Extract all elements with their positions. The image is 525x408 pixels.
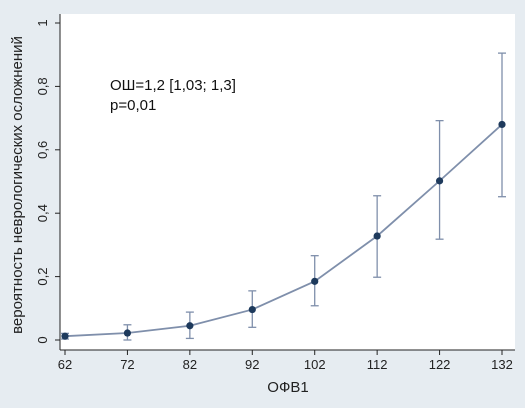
x-tick-label: 122 [429,357,451,372]
y-tick-label: 0 [35,336,50,343]
data-point [248,305,256,314]
x-tick-label: 112 [367,357,388,372]
y-tick-label: 0,8 [35,77,50,95]
annotation-or: ОШ=1,2 [1,03; 1,3] [110,77,236,94]
x-tick-label: 72 [120,357,134,372]
data-point [435,177,444,185]
x-axis-title: ОФВ1 [267,379,308,396]
plot-area [60,14,515,350]
data-point [61,332,69,340]
data-point [311,277,319,285]
x-tick-label: 132 [491,357,513,372]
series-layer [61,52,506,341]
data-point [373,232,381,240]
data-point [123,329,132,337]
y-tick-label: 0,6 [35,141,50,159]
y-axis-title: вероятность неврологических осложнений [9,36,26,334]
y-tick-label: 1 [35,19,50,26]
annotation-p: p=0,01 [110,97,156,114]
y-axis-ticks: 0 0,2 0,4 0,6 0,8 1 [35,19,60,344]
x-tick-label: 62 [58,357,72,372]
x-tick-label: 102 [304,357,326,372]
data-point [186,322,194,330]
y-tick-label: 0,2 [35,268,50,286]
x-tick-label: 92 [245,357,259,372]
x-tick-label: 82 [183,357,197,372]
data-point [498,120,506,129]
y-tick-label: 0,4 [35,204,50,222]
x-axis-ticks: 62 72 82 92 102 112 122 132 [58,350,513,372]
series-line [64,123,503,338]
